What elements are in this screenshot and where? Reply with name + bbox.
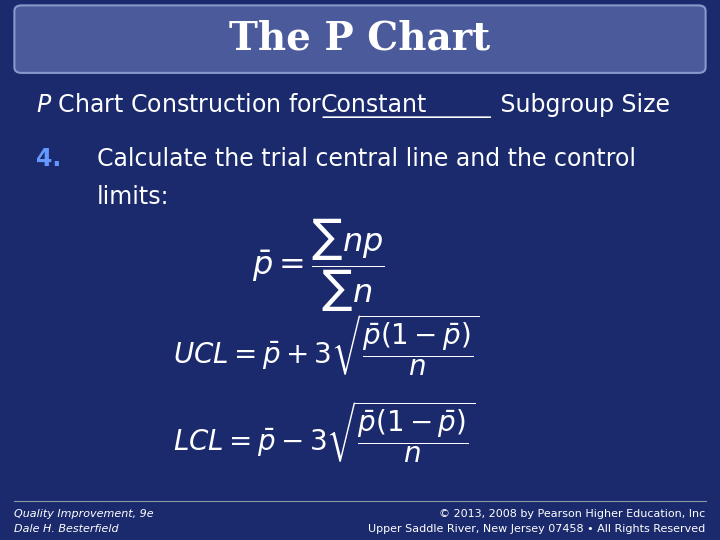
Text: $\bar{p} = \dfrac{\sum np}{\sum n}$: $\bar{p} = \dfrac{\sum np}{\sum n}$ — [252, 215, 384, 314]
Text: Subgroup Size: Subgroup Size — [493, 93, 670, 117]
Text: Constant: Constant — [320, 93, 427, 117]
Text: Quality Improvement, 9e: Quality Improvement, 9e — [14, 509, 154, 519]
Text: The P Chart: The P Chart — [230, 20, 490, 58]
Text: $\it{P}$ Chart Construction for: $\it{P}$ Chart Construction for — [36, 93, 323, 117]
Text: Dale H. Besterfield: Dale H. Besterfield — [14, 524, 119, 534]
Text: $LCL = \bar{p} - 3\sqrt{\dfrac{\bar{p}(1-\bar{p})}{n}}$: $LCL = \bar{p} - 3\sqrt{\dfrac{\bar{p}(1… — [173, 400, 475, 464]
Text: Calculate the trial central line and the control: Calculate the trial central line and the… — [97, 147, 636, 171]
Text: © 2013, 2008 by Pearson Higher Education, Inc: © 2013, 2008 by Pearson Higher Education… — [439, 509, 706, 519]
Text: 4.: 4. — [36, 147, 61, 171]
Text: limits:: limits: — [97, 185, 170, 209]
Text: $UCL = \bar{p} + 3\sqrt{\dfrac{\bar{p}(1-\bar{p})}{n}}$: $UCL = \bar{p} + 3\sqrt{\dfrac{\bar{p}(1… — [173, 313, 480, 378]
Text: Upper Saddle River, New Jersey 07458 • All Rights Reserved: Upper Saddle River, New Jersey 07458 • A… — [369, 524, 706, 534]
FancyBboxPatch shape — [14, 5, 706, 73]
